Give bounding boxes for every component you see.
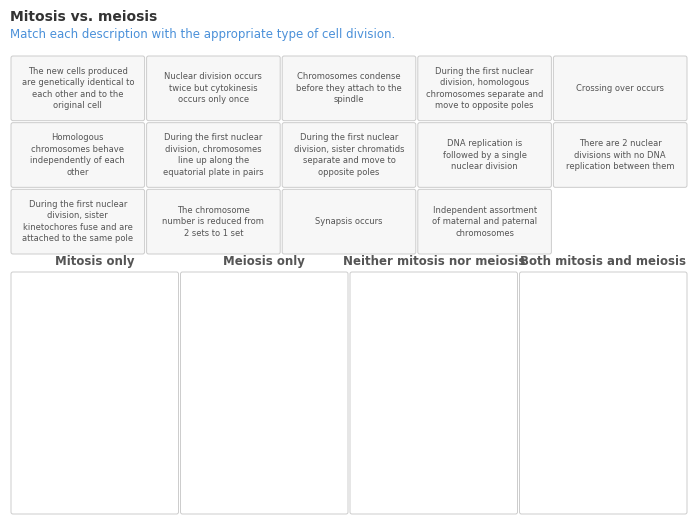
FancyBboxPatch shape bbox=[146, 56, 280, 121]
FancyBboxPatch shape bbox=[519, 272, 687, 514]
FancyBboxPatch shape bbox=[554, 122, 687, 188]
FancyBboxPatch shape bbox=[11, 122, 145, 188]
Text: Mitosis vs. meiosis: Mitosis vs. meiosis bbox=[10, 10, 158, 24]
Text: During the first nuclear
division, chromosomes
line up along the
equatorial plat: During the first nuclear division, chrom… bbox=[163, 133, 264, 177]
FancyBboxPatch shape bbox=[282, 189, 416, 254]
Text: Homologous
chromosomes behave
independently of each
other: Homologous chromosomes behave independen… bbox=[30, 133, 125, 177]
FancyBboxPatch shape bbox=[11, 272, 178, 514]
Text: Match each description with the appropriate type of cell division.: Match each description with the appropri… bbox=[10, 28, 395, 41]
FancyBboxPatch shape bbox=[181, 272, 348, 514]
FancyBboxPatch shape bbox=[350, 272, 517, 514]
Text: Crossing over occurs: Crossing over occurs bbox=[576, 84, 664, 93]
Text: Both mitosis and meiosis: Both mitosis and meiosis bbox=[520, 255, 686, 268]
Text: Neither mitosis nor meiosis: Neither mitosis nor meiosis bbox=[342, 255, 525, 268]
Text: The new cells produced
are genetically identical to
each other and to the
origin: The new cells produced are genetically i… bbox=[22, 67, 134, 110]
FancyBboxPatch shape bbox=[282, 122, 416, 188]
Text: Chromosomes condense
before they attach to the
spindle: Chromosomes condense before they attach … bbox=[296, 72, 402, 104]
Text: Nuclear division occurs
twice but cytokinesis
occurs only once: Nuclear division occurs twice but cytoki… bbox=[164, 72, 262, 104]
FancyBboxPatch shape bbox=[282, 56, 416, 121]
Text: During the first nuclear
division, sister chromatids
separate and move to
opposi: During the first nuclear division, siste… bbox=[294, 133, 405, 177]
FancyBboxPatch shape bbox=[11, 56, 145, 121]
Text: During the first nuclear
division, sister
kinetochores fuse and are
attached to : During the first nuclear division, siste… bbox=[22, 200, 134, 243]
Text: Independent assortment
of maternal and paternal
chromosomes: Independent assortment of maternal and p… bbox=[432, 206, 537, 238]
FancyBboxPatch shape bbox=[146, 122, 280, 188]
Text: DNA replication is
followed by a single
nuclear division: DNA replication is followed by a single … bbox=[442, 139, 526, 171]
Text: There are 2 nuclear
divisions with no DNA
replication between them: There are 2 nuclear divisions with no DN… bbox=[566, 139, 674, 171]
FancyBboxPatch shape bbox=[418, 56, 552, 121]
Text: The chromosome
number is reduced from
2 sets to 1 set: The chromosome number is reduced from 2 … bbox=[162, 206, 265, 238]
FancyBboxPatch shape bbox=[554, 56, 687, 121]
Text: Synapsis occurs: Synapsis occurs bbox=[315, 217, 383, 226]
FancyBboxPatch shape bbox=[146, 189, 280, 254]
Text: Mitosis only: Mitosis only bbox=[55, 255, 134, 268]
FancyBboxPatch shape bbox=[11, 189, 145, 254]
FancyBboxPatch shape bbox=[418, 122, 552, 188]
FancyBboxPatch shape bbox=[418, 189, 552, 254]
Text: Meiosis only: Meiosis only bbox=[223, 255, 305, 268]
Text: During the first nuclear
division, homologous
chromosomes separate and
move to o: During the first nuclear division, homol… bbox=[426, 67, 543, 110]
